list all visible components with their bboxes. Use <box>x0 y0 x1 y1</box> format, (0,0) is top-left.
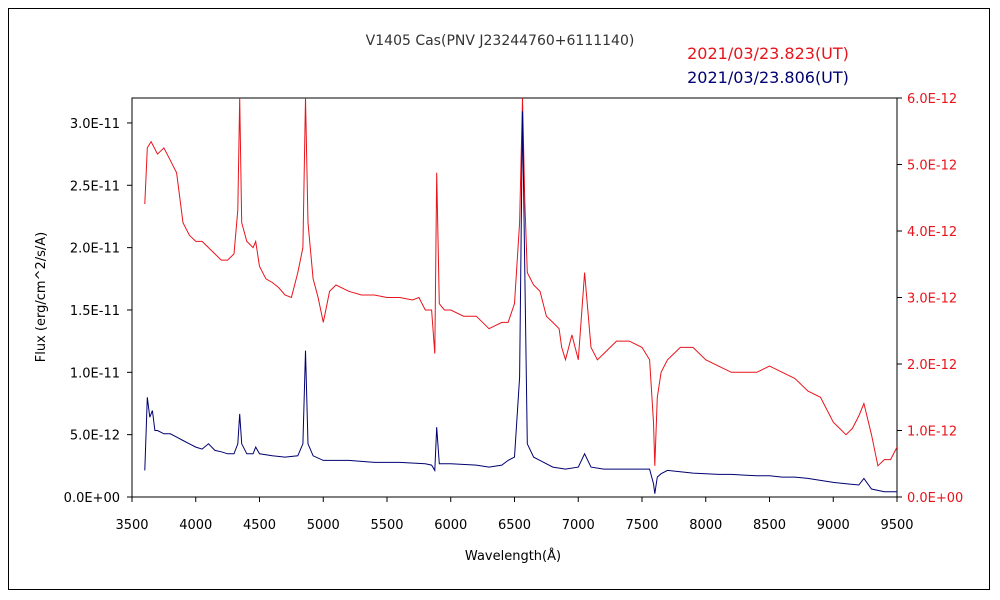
y-left-tick-label: 2.5E-11 <box>70 179 120 194</box>
x-tick-label: 7000 <box>562 518 595 533</box>
y-right-tick-label: 1.0E-12 <box>907 425 957 440</box>
y-right-tick-label: 6.0E-12 <box>907 92 957 107</box>
y-left-tick-label: 3.0E-11 <box>70 117 120 132</box>
series-line-red <box>144 98 897 467</box>
y-right-tick-label: 5.0E-12 <box>907 159 957 174</box>
x-tick-label: 8000 <box>689 518 722 533</box>
x-tick-label: 5000 <box>307 518 340 533</box>
y-axis-label: Flux (erg/cm^2/s/A) <box>34 232 49 362</box>
x-tick-label: 6000 <box>434 518 467 533</box>
y-right-tick-label: 3.0E-12 <box>907 292 957 307</box>
legend-entry-red: 2021/03/23.823(UT) <box>687 44 849 63</box>
y-left-tick-label: 2.0E-11 <box>70 242 120 257</box>
y-left-tick-label: 0.0E+00 <box>64 491 120 506</box>
y-right-tick-label: 2.0E-12 <box>907 358 957 373</box>
x-tick-label: 5500 <box>370 518 403 533</box>
x-tick-label: 8500 <box>753 518 786 533</box>
x-axis-label: Wavelength(Å) <box>465 548 561 564</box>
y-left-tick-label: 5.0E-12 <box>70 429 120 444</box>
x-tick-label: 4000 <box>179 518 212 533</box>
x-tick-label: 9000 <box>817 518 850 533</box>
legend-entry-blue: 2021/03/23.806(UT) <box>687 68 849 87</box>
y-left-tick-label: 1.0E-11 <box>70 366 120 381</box>
series-group <box>144 98 897 494</box>
x-tick-label: 6500 <box>498 518 531 533</box>
x-tick-label: 7500 <box>625 518 658 533</box>
series-line-blue <box>144 111 897 494</box>
x-tick-label: 4500 <box>243 518 276 533</box>
y-right-tick-label: 0.0E+00 <box>907 491 963 506</box>
y-right-tick-label: 4.0E-12 <box>907 225 957 240</box>
chart-title: V1405 Cas(PNV J23244760+6111140) <box>366 33 635 49</box>
y-left-tick-label: 1.5E-11 <box>70 304 120 319</box>
x-tick-label: 9500 <box>880 518 913 533</box>
chart-frame <box>8 8 990 590</box>
x-tick-label: 3500 <box>115 518 148 533</box>
axes-group: 3500 4000 4500 5000 5500 6000 6500 7000 7500 8000… <box>64 92 964 533</box>
